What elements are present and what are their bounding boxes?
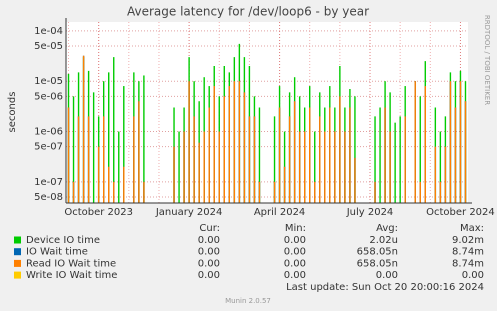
y-tick-label: 1e-05	[34, 76, 63, 87]
y-tick-label: 1e-07	[34, 177, 63, 188]
y-tick-label: 5e-06	[34, 91, 63, 102]
stat-value: 8.74m	[452, 258, 484, 269]
legend-swatch	[14, 259, 21, 267]
stat-value: 0.00	[462, 270, 484, 281]
stat-value: 0.00	[376, 270, 398, 281]
x-tick-label: April 2024	[254, 207, 305, 218]
legend-label: Write IO Wait time	[26, 270, 117, 281]
chart-title: Average latency for /dev/loop6 - by year	[127, 5, 369, 19]
stats-header: Max:	[460, 223, 484, 234]
stat-value: 8.74m	[452, 247, 484, 258]
y-tick-label: 5e-05	[34, 41, 63, 52]
y-tick-label: 1e-06	[34, 127, 63, 138]
y-tick-label: 1e-04	[34, 26, 63, 37]
last-update: Last update: Sun Oct 20 20:00:16 2024	[286, 282, 484, 293]
stat-value: 0.00	[284, 235, 306, 246]
x-tick-label: January 2024	[155, 207, 223, 218]
legend-swatch	[14, 271, 21, 279]
stat-value: 9.02m	[452, 235, 484, 246]
side-text: RRDTOOL / TOBI OETIKER	[483, 15, 491, 105]
stat-value: 0.00	[284, 247, 306, 258]
legend-swatch	[14, 248, 21, 256]
y-tick-label: 5e-07	[34, 142, 63, 153]
footer: Munin 2.0.57	[225, 297, 271, 305]
stat-value: 0.00	[198, 270, 220, 281]
legend-swatch	[14, 236, 21, 244]
stats-header: Avg:	[376, 223, 398, 234]
y-tick-label: 5e-08	[34, 192, 63, 203]
stat-value: 2.02u	[369, 235, 398, 246]
stat-value: 0.00	[284, 258, 306, 269]
legend-label: IO Wait time	[26, 247, 88, 258]
legend-label: Device IO time	[26, 235, 100, 246]
stat-value: 658.05n	[357, 247, 398, 258]
x-tick-label: October 2024	[426, 207, 495, 218]
x-tick-label: July 2024	[346, 207, 394, 218]
y-axis-label: seconds	[7, 92, 18, 133]
stat-value: 0.00	[284, 270, 306, 281]
stats-header: Min:	[285, 223, 306, 234]
stat-value: 658.05n	[357, 258, 398, 269]
stat-value: 0.00	[198, 247, 220, 258]
x-tick-label: October 2023	[64, 207, 133, 218]
stat-value: 0.00	[198, 258, 220, 269]
stats-header: Cur:	[199, 223, 220, 234]
plot-area	[66, 22, 468, 203]
stat-value: 0.00	[198, 235, 220, 246]
legend-label: Read IO Wait time	[26, 258, 116, 269]
